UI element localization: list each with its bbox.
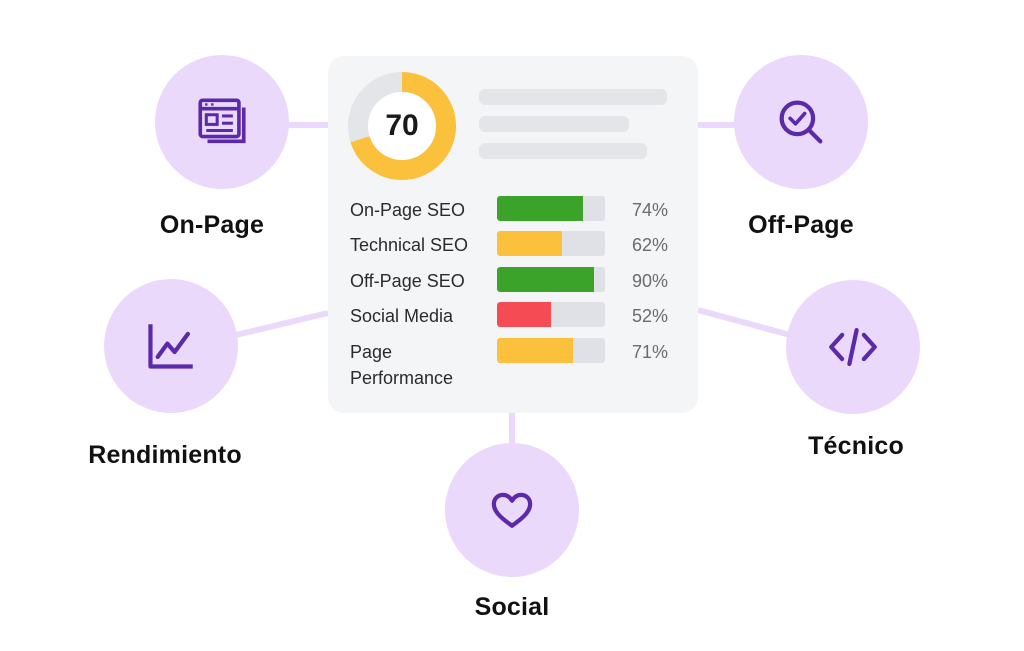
metric-label: Social Media — [350, 306, 454, 326]
metric-bar-fill — [497, 267, 595, 292]
node-on-page — [155, 55, 289, 189]
magnifier-check-icon — [779, 100, 823, 144]
connector-tecnico — [697, 307, 791, 338]
node-label-rendimiento: Rendimiento — [88, 441, 242, 469]
metric-bar-fill — [497, 302, 551, 327]
heart-icon — [491, 492, 533, 528]
line-chart-icon — [148, 324, 193, 369]
browser-window-icon — [198, 98, 246, 144]
node-social — [445, 443, 579, 577]
score-donut-fill — [348, 72, 456, 180]
metric-label: Page Performance — [350, 342, 454, 388]
node-label-tecnico: Técnico — [808, 432, 904, 460]
metric-bar-track — [497, 231, 605, 256]
metric-label: Technical SEO — [350, 235, 469, 255]
metric-bar-track — [497, 267, 605, 292]
node-rendimiento — [104, 279, 238, 413]
score-donut — [348, 72, 456, 180]
metric-value: 62% — [631, 235, 668, 255]
placeholder-line — [479, 116, 629, 132]
metric-bar-track — [497, 338, 605, 363]
placeholder-line — [479, 143, 647, 159]
metric-value: 52% — [631, 306, 668, 326]
score-value: 70 — [385, 109, 419, 142]
placeholder-line — [479, 89, 667, 105]
metric-value: 74% — [631, 200, 668, 220]
metric-label: On-Page SEO — [350, 200, 466, 220]
metric-value: 90% — [631, 271, 668, 291]
metric-bar-track — [497, 302, 605, 327]
metric-label: Off-Page SEO — [350, 271, 465, 291]
metric-bar-fill — [497, 338, 573, 363]
node-off-page — [734, 55, 868, 189]
node-tecnico — [786, 280, 920, 414]
seo-score-card: 70 On-Page SEO 74% Technical SEO 62% Off… — [328, 56, 698, 413]
node-label-social: Social — [474, 593, 550, 621]
node-label-off-page: Off-Page — [748, 211, 854, 239]
code-brackets-icon — [829, 327, 877, 367]
metric-value: 71% — [631, 342, 668, 362]
node-label-on-page: On-Page — [159, 211, 265, 239]
metric-bar-track — [497, 196, 605, 221]
connector-rendimiento — [235, 310, 329, 338]
metric-bar-fill — [497, 196, 584, 221]
metric-bar-fill — [497, 231, 562, 256]
